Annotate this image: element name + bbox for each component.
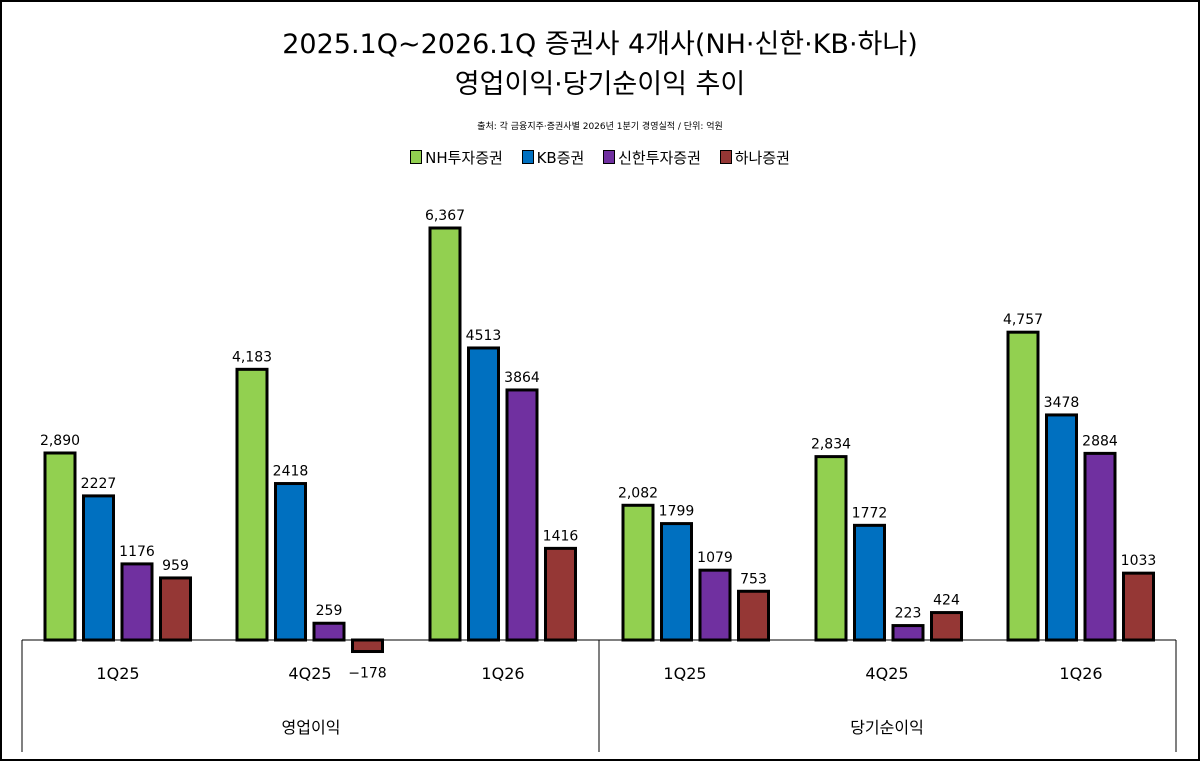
- data-label: 2,082: [618, 485, 658, 501]
- data-label: 1033: [1121, 553, 1157, 569]
- legend-swatch-kb: [521, 150, 534, 164]
- category-label: 1Q26: [1059, 664, 1102, 683]
- legend-swatch-hana: [719, 150, 732, 164]
- bar: [351, 638, 384, 654]
- bar: [467, 346, 500, 642]
- legend-label-hana: 하나증권: [734, 149, 790, 167]
- bar: [1083, 451, 1117, 642]
- chart-legend: NH투자증권 KB증권 신한투자증권 하나증권: [0, 147, 1200, 168]
- legend-item-hana: 하나증권: [719, 147, 790, 168]
- bar: [505, 388, 539, 642]
- chart-title: 2025.1Q~2026.1Q 증권사 4개사(NH·신한·KB·하나): [282, 29, 918, 60]
- category-label: 4Q25: [288, 664, 331, 683]
- chart-source-note: 출처: 각 금융지주·증권사별 2026년 1분기 경영실적 / 단위: 억원: [477, 122, 723, 132]
- legend-label-shinhan: 신한투자증권: [618, 149, 701, 167]
- legend-item-shinhan: 신한투자증권: [603, 147, 701, 168]
- data-label: 3478: [1044, 395, 1080, 411]
- data-label: 2418: [273, 464, 309, 480]
- bar: [1045, 413, 1078, 642]
- chart-subtitle: 영업이익·당기순이익 추이: [454, 69, 746, 100]
- data-label: 959: [162, 558, 189, 574]
- data-label: 1079: [697, 550, 733, 566]
- data-label: 1416: [543, 528, 579, 544]
- bar: [312, 621, 346, 642]
- bar: [930, 611, 963, 642]
- data-label: 223: [895, 606, 922, 622]
- bar: [544, 546, 577, 642]
- legend-label-kb: KB증권: [536, 149, 585, 167]
- bar: [698, 568, 732, 642]
- bar: [274, 482, 307, 642]
- category-label: 1Q25: [96, 664, 139, 683]
- category-label: 1Q25: [663, 664, 706, 683]
- bar: [1006, 330, 1040, 642]
- data-label: 2,834: [811, 437, 851, 453]
- group-label: 영업이익: [282, 718, 341, 737]
- bar: [814, 455, 848, 642]
- data-label: 259: [316, 603, 343, 619]
- bar: [737, 589, 770, 642]
- bar: [428, 226, 462, 642]
- data-label: 1799: [659, 504, 695, 520]
- legend-swatch-nh: [410, 150, 423, 164]
- data-label: 4513: [466, 328, 502, 344]
- bar: [82, 494, 115, 642]
- data-label: 2,890: [40, 433, 80, 449]
- data-label: 753: [740, 571, 767, 587]
- bar: [120, 562, 154, 642]
- bar: [853, 523, 886, 642]
- group-label: 당기순이익: [850, 718, 924, 737]
- data-label: 1772: [852, 505, 888, 521]
- legend-item-nh: NH투자증권: [410, 147, 503, 168]
- data-label: 6,367: [425, 208, 465, 224]
- bar: [1122, 571, 1155, 642]
- bar: [660, 522, 693, 642]
- legend-label-nh: NH투자증권: [425, 149, 503, 167]
- bar: [621, 503, 655, 642]
- data-label: 3864: [504, 370, 540, 386]
- data-label: 4,757: [1003, 312, 1043, 328]
- legend-item-kb: KB증권: [521, 147, 585, 168]
- data-label: 2227: [81, 476, 117, 492]
- data-label: −178: [348, 666, 386, 682]
- bar: [159, 576, 192, 642]
- data-label: 2884: [1082, 433, 1118, 449]
- bar: [43, 451, 77, 642]
- bar: [235, 367, 269, 642]
- category-label: 1Q26: [481, 664, 524, 683]
- data-label: 4,183: [232, 349, 272, 365]
- category-label: 4Q25: [865, 664, 908, 683]
- data-label: 424: [933, 593, 960, 609]
- legend-swatch-shinhan: [603, 150, 616, 164]
- data-label: 1176: [119, 544, 155, 560]
- bar: [891, 624, 925, 642]
